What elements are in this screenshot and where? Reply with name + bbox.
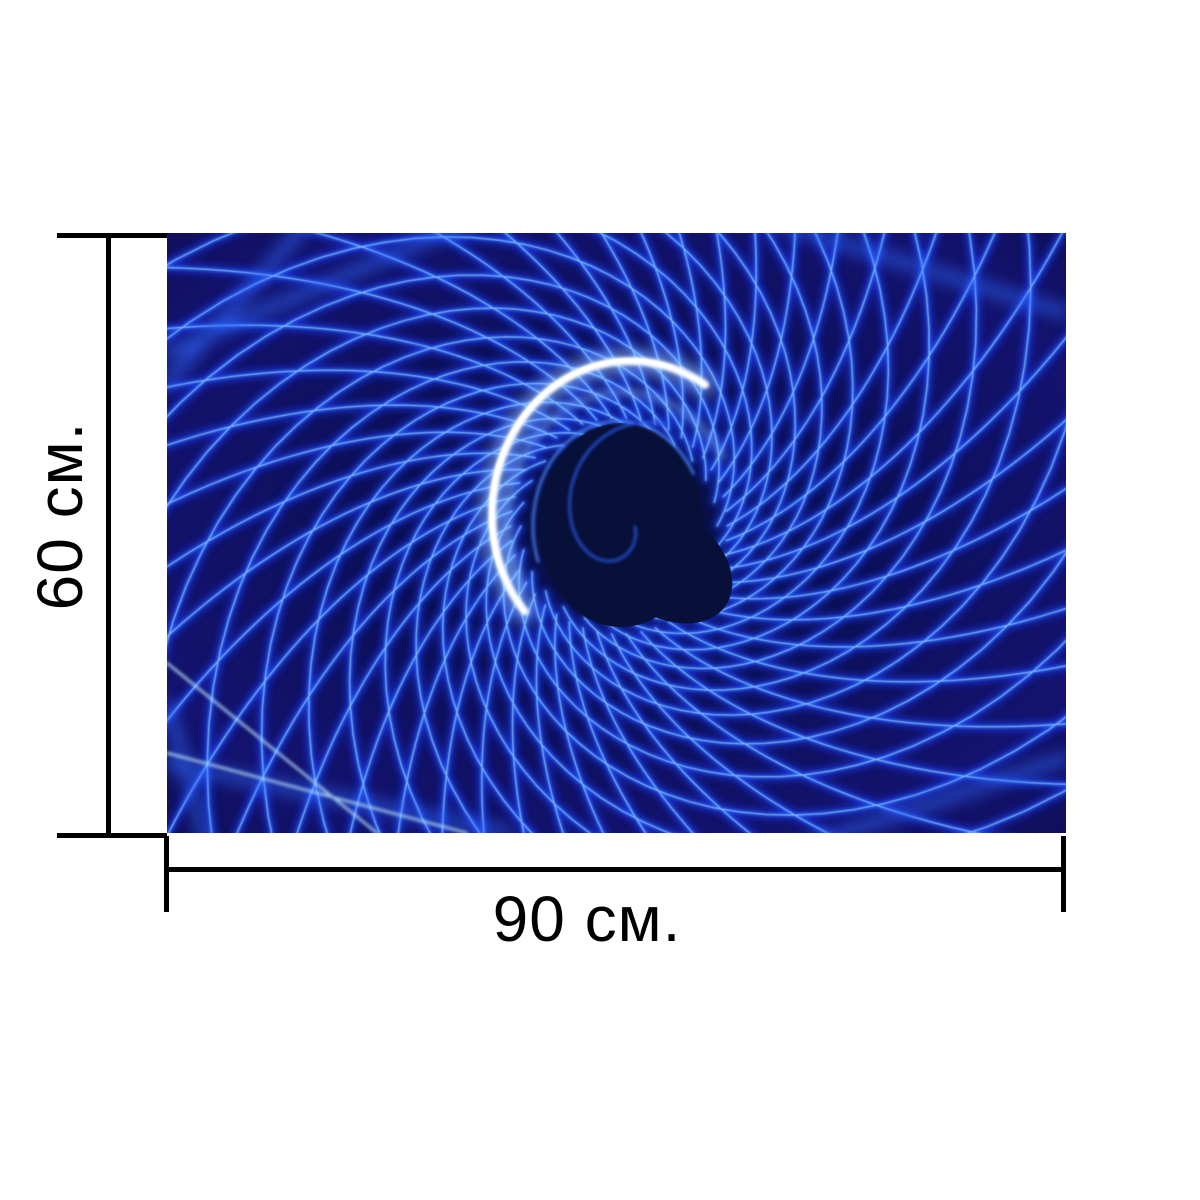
fractal-artwork xyxy=(167,233,1066,833)
height-dimension-label: 60 см. xyxy=(24,421,96,611)
height-dimension-line xyxy=(106,233,111,838)
width-dimension-tick-right xyxy=(1061,836,1066,912)
width-dimension-line xyxy=(164,867,1066,872)
width-dimension-tick-left xyxy=(164,836,169,912)
height-dimension-tick-bottom xyxy=(57,833,167,838)
width-dimension-label: 90 см. xyxy=(492,883,682,955)
poster-image xyxy=(167,233,1066,833)
height-dimension-tick-top xyxy=(57,233,167,238)
